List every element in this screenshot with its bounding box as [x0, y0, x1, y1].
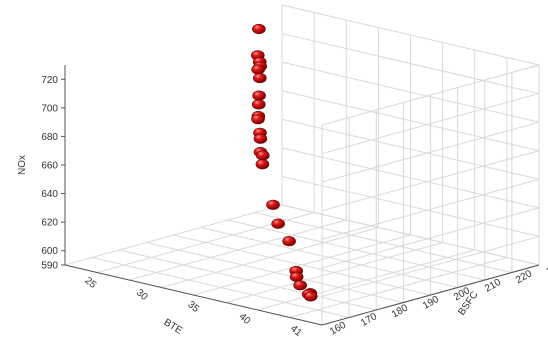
x-axis-line [64, 264, 323, 326]
grid-line [321, 178, 540, 240]
z-tick-label: 620 [41, 218, 58, 229]
grid-line [254, 212, 512, 273]
data-point [266, 199, 280, 210]
data-point [251, 114, 265, 125]
grid-line [281, 90, 540, 152]
z-axis-label: NOx [17, 155, 28, 175]
grid-line [321, 235, 540, 297]
z-tick-label: 660 [41, 161, 58, 172]
x-tick-label: 40 [237, 311, 253, 327]
grid-line [281, 204, 540, 266]
z-tick-label: 590 [41, 261, 58, 272]
data-point [293, 280, 307, 291]
data-point [251, 99, 266, 110]
grid-line [321, 207, 540, 269]
z-tick-label: 640 [41, 189, 58, 200]
grid-line [281, 33, 540, 95]
grid-line [92, 257, 350, 318]
data-point [282, 236, 296, 247]
grid-line [321, 150, 540, 212]
z-tick-label: 680 [41, 132, 58, 143]
data-point [252, 90, 266, 101]
grid-line [321, 93, 540, 155]
data-point [289, 271, 304, 282]
data-point [252, 23, 266, 35]
grid-line [321, 64, 540, 126]
grid-line [281, 61, 540, 123]
data-point [271, 218, 285, 229]
grid-line [119, 249, 377, 311]
data-point [253, 133, 268, 144]
data-point [255, 159, 270, 170]
x-tick-label: 35 [185, 299, 201, 315]
data-point [251, 64, 265, 75]
y-axis-line [321, 264, 540, 326]
data-point [255, 150, 270, 161]
z-tick-label: 720 [41, 75, 58, 86]
z-tick-label: 700 [41, 103, 58, 114]
x-tick-label: 25 [83, 275, 99, 291]
grid-line [281, 175, 540, 237]
x-axis-label: BTE [162, 317, 185, 337]
data-points [250, 23, 318, 302]
grid-line [146, 242, 404, 303]
grid-line [281, 118, 540, 180]
x-tick-label: 30 [134, 287, 150, 303]
x-tick-label: 41 [288, 323, 304, 337]
grid-layer [64, 4, 540, 326]
grid-line [173, 234, 431, 296]
data-point [303, 291, 318, 302]
grid-line [321, 121, 540, 183]
data-point [253, 72, 267, 84]
grid-line [281, 147, 540, 209]
grid-line [227, 219, 485, 281]
z-tick-label: 600 [41, 246, 58, 257]
axes-layer [61, 65, 540, 326]
y-tick-label: 230 [545, 260, 548, 278]
grid-line [200, 227, 458, 288]
grid-line [281, 4, 540, 66]
